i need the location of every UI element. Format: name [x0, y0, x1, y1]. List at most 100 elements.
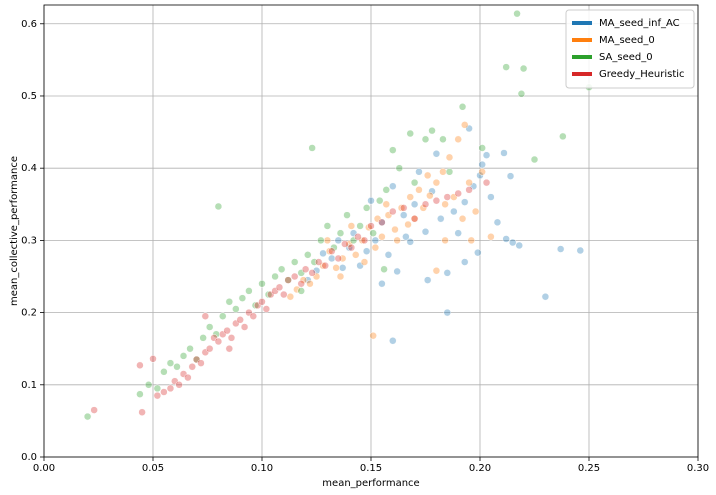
point	[378, 233, 386, 241]
point	[332, 264, 340, 272]
point	[336, 272, 345, 281]
point	[432, 266, 441, 275]
y-tick-label: 0.4	[21, 163, 37, 174]
point	[384, 251, 393, 259]
point	[186, 344, 194, 353]
point	[454, 229, 462, 237]
point	[160, 388, 168, 396]
point	[290, 258, 299, 266]
point	[421, 200, 430, 209]
point	[419, 204, 428, 212]
point	[338, 264, 347, 272]
point	[445, 168, 454, 176]
point	[232, 305, 240, 313]
point	[160, 368, 168, 376]
x-tick-label: 0.10	[251, 463, 273, 474]
point	[439, 168, 447, 176]
point	[201, 312, 210, 320]
point	[426, 191, 434, 200]
x-tick-label: 0.15	[360, 463, 382, 474]
point	[428, 126, 436, 135]
point	[264, 290, 273, 299]
point	[393, 267, 401, 276]
point	[184, 373, 192, 382]
point	[476, 171, 484, 180]
point	[378, 218, 386, 227]
point	[301, 265, 310, 274]
point	[306, 279, 314, 288]
point	[402, 233, 410, 241]
point	[223, 326, 231, 335]
point	[304, 276, 312, 284]
point	[319, 249, 327, 258]
point	[375, 196, 384, 205]
legend-label: Greedy_Heuristic	[599, 69, 685, 80]
point	[423, 276, 432, 284]
point	[312, 266, 321, 275]
point	[284, 276, 292, 284]
point	[136, 361, 144, 370]
point	[356, 222, 364, 230]
point	[341, 240, 349, 248]
point	[519, 64, 528, 73]
point	[214, 337, 223, 346]
point	[334, 254, 343, 263]
point	[360, 258, 369, 266]
point	[323, 236, 332, 245]
point	[336, 229, 345, 237]
x-tick-label: 0.05	[142, 463, 164, 474]
point	[437, 214, 445, 223]
point	[197, 359, 205, 367]
point	[515, 241, 523, 250]
point	[238, 294, 247, 302]
point	[506, 172, 515, 180]
point	[406, 129, 414, 138]
point	[205, 323, 214, 331]
point	[559, 132, 567, 141]
x-axis-title: mean_performance	[322, 478, 419, 489]
point	[166, 359, 175, 367]
y-tick-label: 0.6	[21, 19, 37, 30]
y-tick-label: 0.5	[21, 91, 37, 102]
point	[199, 334, 207, 342]
point	[458, 214, 467, 223]
point	[389, 182, 397, 190]
point	[351, 251, 360, 259]
point	[308, 269, 316, 277]
point	[393, 236, 401, 245]
x-tick-label: 0.25	[578, 463, 600, 474]
point	[410, 178, 419, 187]
point	[304, 251, 312, 259]
point	[251, 301, 260, 310]
point	[227, 334, 236, 342]
point	[432, 196, 441, 205]
point	[360, 236, 369, 245]
point	[277, 265, 286, 274]
point	[166, 384, 175, 393]
point	[275, 283, 284, 292]
legend-label: SA_seed_0	[599, 52, 653, 63]
point	[362, 204, 371, 212]
point	[330, 243, 338, 252]
point	[144, 381, 153, 389]
point	[258, 298, 266, 306]
point	[380, 265, 388, 274]
x-tick-label: 0.30	[687, 463, 709, 474]
point	[478, 144, 486, 152]
point	[219, 312, 227, 320]
legend-label: MA_seed_inf_AC	[599, 18, 680, 29]
legend-box	[565, 9, 695, 89]
point	[474, 248, 482, 257]
point	[482, 178, 491, 187]
point	[502, 63, 510, 71]
point	[415, 168, 423, 176]
point	[541, 292, 550, 301]
point	[465, 186, 473, 194]
point	[441, 236, 449, 245]
point	[389, 146, 397, 154]
point	[397, 204, 406, 212]
point	[328, 247, 336, 255]
point	[460, 258, 469, 266]
point	[136, 390, 144, 398]
